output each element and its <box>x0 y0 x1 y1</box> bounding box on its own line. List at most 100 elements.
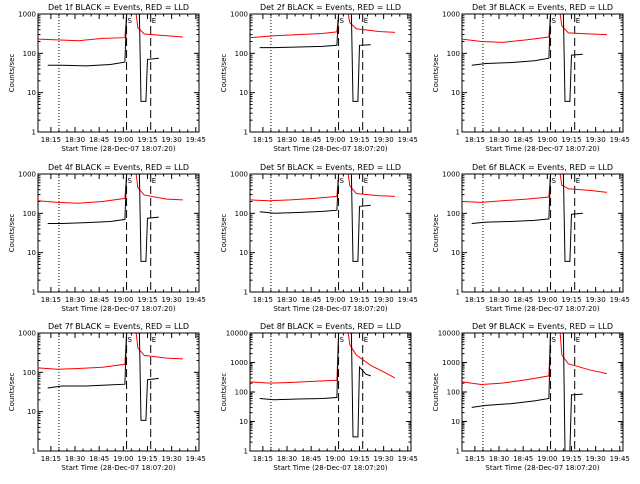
x-tick-label: 19:00 <box>537 455 557 463</box>
x-tick-label: 19:00 <box>325 136 345 144</box>
x-axis-label: Start Time (28-Dec-07 18:07:20) <box>273 145 387 153</box>
x-tick-label: 18:30 <box>65 136 85 144</box>
x-axis-label: Start Time (28-Dec-07 18:07:20) <box>485 464 599 472</box>
y-tick-label: 10 <box>239 418 248 426</box>
y-tick-label: 100 <box>23 50 36 58</box>
plot-frame <box>461 173 624 293</box>
x-tick-label: 18:45 <box>89 136 109 144</box>
series-events-line <box>471 332 583 452</box>
y-tick-label: 1 <box>32 448 36 456</box>
interval-marker-s: S <box>552 17 557 25</box>
panel-8: Det 8f BLACK = Events, RED = LLD 1 10 100 10… <box>220 322 418 472</box>
y-tick-label: 1000 <box>442 171 460 179</box>
y-tick-label: 10 <box>451 89 460 97</box>
series-events-line <box>259 13 371 102</box>
x-tick-label: 18:30 <box>489 455 509 463</box>
x-tick-label: 18:45 <box>513 455 533 463</box>
y-tick-label: 10 <box>451 249 460 257</box>
y-tick-label: 1 <box>456 448 460 456</box>
x-tick-label: 18:30 <box>65 455 85 463</box>
y-tick-label: 100 <box>235 210 248 218</box>
series-lld-line <box>37 13 183 42</box>
x-tick-label: 18:30 <box>489 136 509 144</box>
panel-title: Det 9f BLACK = Events, RED = LLD <box>472 322 613 331</box>
x-tick-label: 19:15 <box>561 136 581 144</box>
x-tick-label: 18:15 <box>465 136 485 144</box>
y-axis-label: Counts/sec <box>220 54 228 93</box>
x-tick-label: 18:45 <box>513 136 533 144</box>
x-tick-label: 19:45 <box>186 136 206 144</box>
panel-9: Det 9f BLACK = Events, RED = LLD 1 10 100 10… <box>432 322 630 472</box>
x-tick-label: 19:15 <box>349 136 369 144</box>
panel-title: Det 3f BLACK = Events, RED = LLD <box>472 3 613 12</box>
y-tick-label: 100 <box>235 50 248 58</box>
x-tick-label: 19:30 <box>586 136 606 144</box>
panel-title: Det 5f BLACK = Events, RED = LLD <box>260 163 401 172</box>
panel-6: Det 6f BLACK = Events, RED = LLD 1 10 100 10… <box>432 163 630 313</box>
plot-frame <box>37 173 200 293</box>
x-tick-label: 19:15 <box>349 296 369 304</box>
y-tick-label: 1000 <box>230 11 248 19</box>
y-axis-label: Counts/sec <box>432 214 440 253</box>
y-tick-label: 1000 <box>18 11 36 19</box>
x-tick-label: 19:15 <box>349 455 369 463</box>
x-tick-label: 19:15 <box>137 296 157 304</box>
x-tick-label: 18:15 <box>41 136 61 144</box>
panel-7: Det 7f BLACK = Events, RED = LLD 1 10 100 10… <box>8 322 206 472</box>
x-tick-label: 19:45 <box>610 455 630 463</box>
x-tick-label: 18:30 <box>489 296 509 304</box>
x-tick-label: 19:45 <box>186 296 206 304</box>
plot-frame <box>249 13 412 133</box>
x-tick-label: 18:45 <box>301 455 321 463</box>
x-tick-label: 19:45 <box>186 455 206 463</box>
x-tick-label: 19:30 <box>374 136 394 144</box>
panel-title: Det 8f BLACK = Events, RED = LLD <box>260 322 401 331</box>
panel-title: Det 4f BLACK = Events, RED = LLD <box>48 163 189 172</box>
x-axis-label: Start Time (28-Dec-07 18:07:20) <box>273 464 387 472</box>
x-tick-label: 19:00 <box>537 136 557 144</box>
series-events-line <box>471 13 583 102</box>
series-lld-line <box>249 332 396 384</box>
x-axis-label: Start Time (28-Dec-07 18:07:20) <box>485 305 599 313</box>
x-axis-label: Start Time (28-Dec-07 18:07:20) <box>273 305 387 313</box>
y-tick-label: 1000 <box>230 171 248 179</box>
x-tick-label: 18:30 <box>277 296 297 304</box>
y-axis-label: Counts/sec <box>8 214 16 253</box>
x-tick-label: 18:30 <box>65 296 85 304</box>
panel-title: Det 2f BLACK = Events, RED = LLD <box>260 3 401 12</box>
y-tick-label: 10 <box>239 89 248 97</box>
x-tick-label: 19:45 <box>398 296 418 304</box>
series-events-line <box>47 13 159 102</box>
y-tick-label: 1000 <box>230 359 248 367</box>
plot-frame <box>461 332 624 452</box>
y-tick-label: 100 <box>447 50 460 58</box>
y-tick-label: 100 <box>23 369 36 377</box>
interval-marker-e: E <box>576 17 580 25</box>
y-tick-label: 1 <box>32 129 36 137</box>
panel-3: Det 3f BLACK = Events, RED = LLD 1 10 100 10… <box>432 3 630 153</box>
y-tick-label: 1 <box>32 289 36 297</box>
y-axis-label: Counts/sec <box>220 214 228 253</box>
interval-marker-s: S <box>128 17 133 25</box>
panel-title: Det 7f BLACK = Events, RED = LLD <box>48 322 189 331</box>
x-tick-label: 18:45 <box>513 296 533 304</box>
x-tick-label: 19:15 <box>561 455 581 463</box>
x-axis-label: Start Time (28-Dec-07 18:07:20) <box>61 464 175 472</box>
x-tick-label: 19:30 <box>374 455 394 463</box>
y-tick-label: 100 <box>447 210 460 218</box>
plot-frame <box>37 332 200 452</box>
x-tick-label: 19:45 <box>398 455 418 463</box>
panel-title: Det 1f BLACK = Events, RED = LLD <box>48 3 189 12</box>
interval-marker-e: E <box>364 336 368 344</box>
y-tick-label: 1 <box>244 448 248 456</box>
x-tick-label: 19:45 <box>610 136 630 144</box>
interval-marker-e: E <box>576 177 580 185</box>
x-tick-label: 19:30 <box>586 296 606 304</box>
plot-frame <box>37 13 200 133</box>
interval-marker-s: S <box>340 336 345 344</box>
interval-marker-e: E <box>364 17 368 25</box>
x-tick-label: 19:15 <box>137 136 157 144</box>
x-tick-label: 19:00 <box>113 296 133 304</box>
x-axis-label: Start Time (28-Dec-07 18:07:20) <box>485 145 599 153</box>
